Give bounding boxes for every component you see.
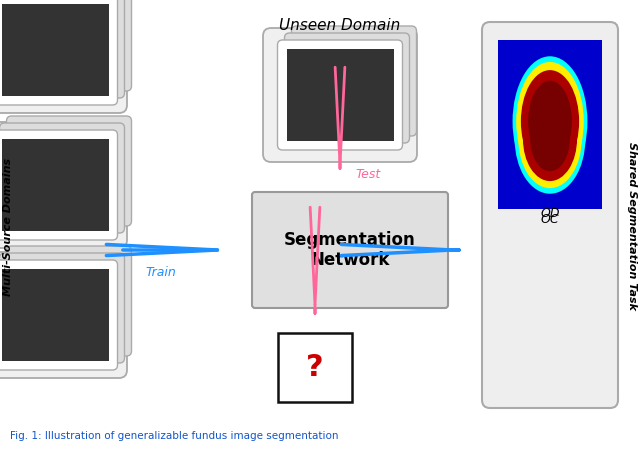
FancyBboxPatch shape	[482, 22, 618, 408]
Bar	[498, 40, 602, 203]
FancyBboxPatch shape	[8, 0, 115, 89]
FancyBboxPatch shape	[252, 192, 448, 308]
FancyBboxPatch shape	[15, 0, 124, 83]
Ellipse shape	[518, 90, 582, 188]
FancyBboxPatch shape	[0, 0, 118, 105]
Ellipse shape	[515, 84, 586, 194]
FancyBboxPatch shape	[287, 49, 394, 141]
Ellipse shape	[513, 56, 588, 187]
FancyBboxPatch shape	[285, 33, 410, 143]
FancyBboxPatch shape	[0, 0, 127, 113]
FancyBboxPatch shape	[1, 269, 109, 361]
Text: OD: OD	[540, 207, 560, 220]
Text: Segmentation
Network: Segmentation Network	[284, 231, 416, 270]
FancyBboxPatch shape	[0, 123, 125, 233]
FancyBboxPatch shape	[278, 333, 352, 402]
FancyBboxPatch shape	[6, 116, 131, 226]
FancyBboxPatch shape	[300, 34, 408, 128]
FancyBboxPatch shape	[1, 4, 109, 96]
FancyBboxPatch shape	[15, 124, 124, 218]
FancyBboxPatch shape	[6, 0, 131, 91]
Ellipse shape	[66, 289, 91, 313]
FancyBboxPatch shape	[6, 246, 131, 356]
FancyBboxPatch shape	[0, 130, 118, 240]
FancyBboxPatch shape	[15, 254, 124, 348]
Ellipse shape	[66, 159, 91, 183]
Ellipse shape	[516, 62, 584, 181]
Ellipse shape	[56, 14, 100, 58]
Ellipse shape	[340, 58, 386, 103]
Text: Unseen Domain: Unseen Domain	[280, 18, 401, 33]
Ellipse shape	[528, 81, 572, 162]
Text: OC: OC	[541, 213, 559, 226]
Ellipse shape	[530, 106, 570, 171]
Text: ?: ?	[306, 353, 324, 382]
FancyBboxPatch shape	[278, 40, 403, 150]
Text: Train: Train	[145, 265, 176, 279]
Ellipse shape	[56, 279, 100, 323]
FancyBboxPatch shape	[263, 28, 417, 162]
FancyBboxPatch shape	[8, 262, 115, 354]
Ellipse shape	[351, 68, 376, 93]
Text: Test: Test	[355, 169, 380, 182]
FancyBboxPatch shape	[0, 0, 125, 98]
Ellipse shape	[66, 24, 91, 48]
Text: Fig. 1: Illustration of generalizable fundus image segmentation: Fig. 1: Illustration of generalizable fu…	[10, 431, 339, 441]
Ellipse shape	[523, 97, 577, 181]
Bar	[498, 68, 602, 209]
Ellipse shape	[56, 149, 100, 193]
FancyBboxPatch shape	[0, 252, 127, 378]
Text: Shared Segmentation Task: Shared Segmentation Task	[627, 143, 637, 310]
FancyBboxPatch shape	[0, 253, 125, 363]
FancyBboxPatch shape	[0, 122, 127, 248]
FancyBboxPatch shape	[8, 132, 115, 224]
Text: Multi-Source Domains: Multi-Source Domains	[3, 158, 13, 295]
FancyBboxPatch shape	[1, 139, 109, 231]
FancyBboxPatch shape	[294, 42, 401, 134]
Ellipse shape	[521, 70, 579, 173]
FancyBboxPatch shape	[291, 26, 417, 136]
FancyBboxPatch shape	[0, 260, 118, 370]
